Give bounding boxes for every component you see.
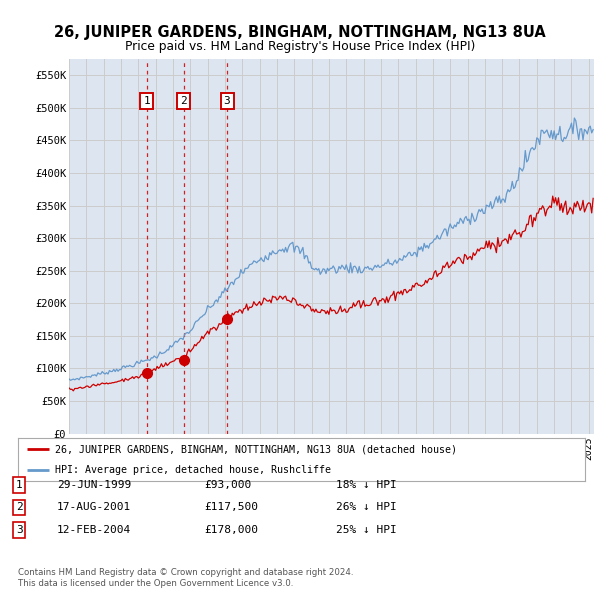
Text: 3: 3: [16, 525, 23, 535]
Text: 18% ↓ HPI: 18% ↓ HPI: [336, 480, 397, 490]
Text: 2: 2: [16, 503, 23, 512]
Text: 1: 1: [143, 96, 150, 106]
Text: £178,000: £178,000: [204, 525, 258, 535]
Text: £93,000: £93,000: [204, 480, 251, 490]
Text: 26, JUNIPER GARDENS, BINGHAM, NOTTINGHAM, NG13 8UA: 26, JUNIPER GARDENS, BINGHAM, NOTTINGHAM…: [54, 25, 546, 40]
Text: 12-FEB-2004: 12-FEB-2004: [57, 525, 131, 535]
Text: 1: 1: [16, 480, 23, 490]
Text: This data is licensed under the Open Government Licence v3.0.: This data is licensed under the Open Gov…: [18, 579, 293, 588]
Text: Price paid vs. HM Land Registry's House Price Index (HPI): Price paid vs. HM Land Registry's House …: [125, 40, 475, 53]
Text: 25% ↓ HPI: 25% ↓ HPI: [336, 525, 397, 535]
Text: £117,500: £117,500: [204, 503, 258, 512]
Text: 29-JUN-1999: 29-JUN-1999: [57, 480, 131, 490]
Text: 26% ↓ HPI: 26% ↓ HPI: [336, 503, 397, 512]
Text: HPI: Average price, detached house, Rushcliffe: HPI: Average price, detached house, Rush…: [55, 465, 331, 475]
Text: 3: 3: [224, 96, 230, 106]
Text: 26, JUNIPER GARDENS, BINGHAM, NOTTINGHAM, NG13 8UA (detached house): 26, JUNIPER GARDENS, BINGHAM, NOTTINGHAM…: [55, 444, 457, 454]
Text: 17-AUG-2001: 17-AUG-2001: [57, 503, 131, 512]
Text: Contains HM Land Registry data © Crown copyright and database right 2024.: Contains HM Land Registry data © Crown c…: [18, 568, 353, 577]
Text: 2: 2: [181, 96, 187, 106]
